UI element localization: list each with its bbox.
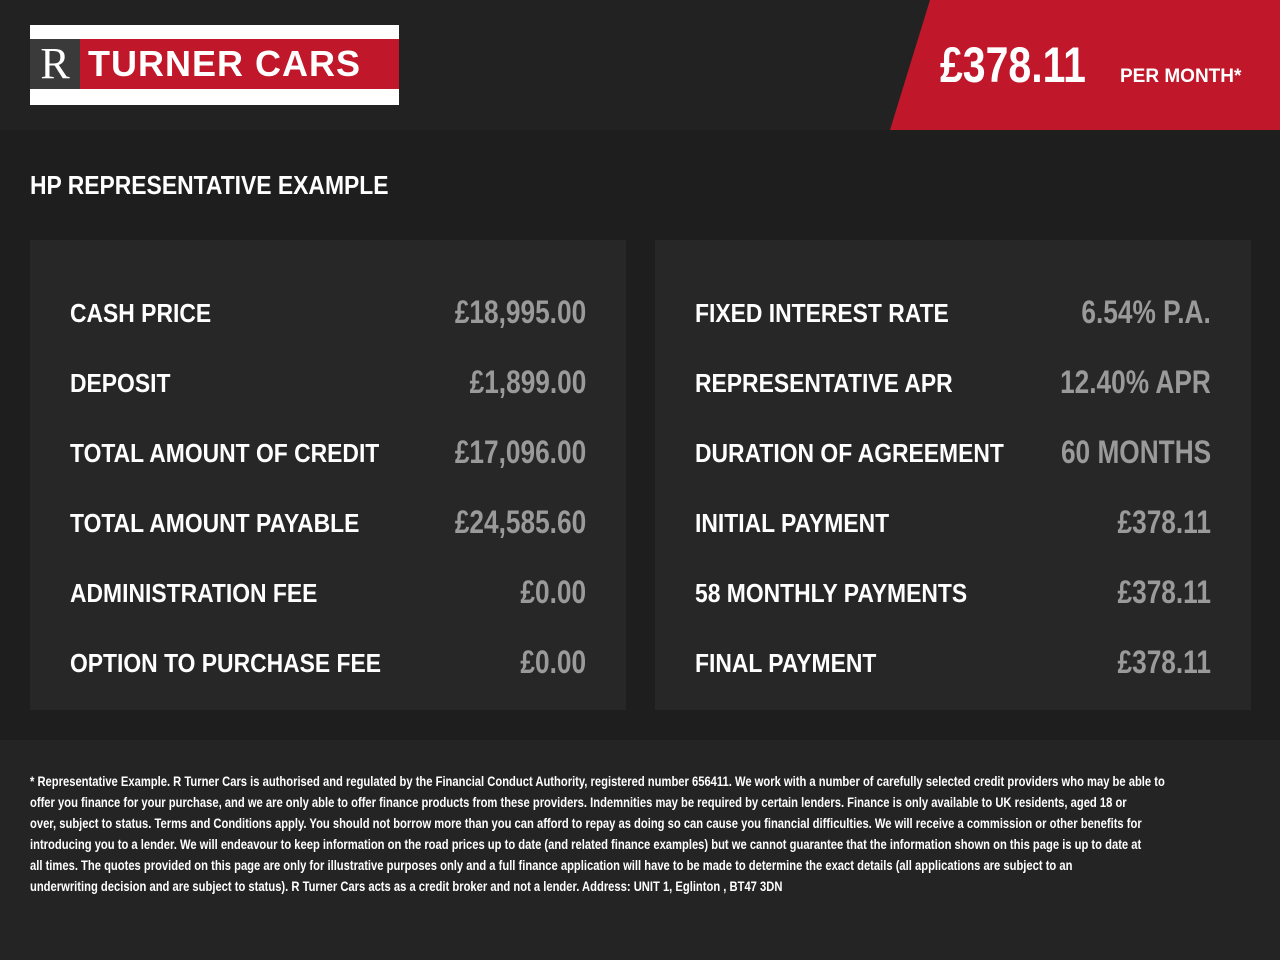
finance-value: £378.11 [1117,504,1211,540]
finance-label: TOTAL AMOUNT OF CREDIT [70,438,380,468]
finance-value: 60 MONTHS [1060,434,1211,470]
finance-label: ADMINISTRATION FEE [70,578,318,608]
finance-label: FIXED INTEREST RATE [695,298,949,328]
finance-row: TOTAL AMOUNT OF CREDIT £17,096.00 [70,430,586,470]
finance-row: ADMINISTRATION FEE £0.00 [70,570,586,610]
finance-label: TOTAL AMOUNT PAYABLE [70,508,360,538]
finance-row: CASH PRICE £18,995.00 [70,290,586,330]
finance-row: FIXED INTEREST RATE 6.54% P.A. [695,290,1211,330]
finance-row: DURATION OF AGREEMENT 60 MONTHS [695,430,1211,470]
disclaimer-line: introducing you to a lender. We will end… [30,836,1142,852]
disclaimer-line: all times. The quotes provided on this p… [30,857,1073,873]
finance-label: OPTION TO PURCHASE FEE [70,648,382,678]
logo-r: R [30,39,80,89]
finance-label: INITIAL PAYMENT [695,508,890,538]
disclaimer-line: * Representative Example. R Turner Cars … [30,773,1165,789]
per-month-label: PER MONTH* [1120,66,1242,87]
header: R TURNER CARS £378.11 PER MONTH* [0,0,1280,130]
finance-row: REPRESENTATIVE APR 12.40% APR [695,360,1211,400]
disclaimer-footer: * Representative Example. R Turner Cars … [0,740,1280,960]
finance-value: £18,995.00 [454,294,586,330]
finance-row: TOTAL AMOUNT PAYABLE £24,585.60 [70,500,586,540]
finance-label: REPRESENTATIVE APR [695,368,953,398]
finance-label: DURATION OF AGREEMENT [695,438,1004,468]
logo[interactable]: R TURNER CARS [30,25,399,105]
finance-value: £1,899.00 [469,364,586,400]
finance-row: FINAL PAYMENT £378.11 [695,640,1211,680]
finance-row: 58 MONTHLY PAYMENTS £378.11 [695,570,1211,610]
finance-value: £0.00 [520,644,586,680]
finance-value: £17,096.00 [454,434,586,470]
finance-label: 58 MONTHLY PAYMENTS [695,578,968,608]
section-title: HP REPRESENTATIVE EXAMPLE [30,170,389,200]
finance-value: £378.11 [1117,644,1211,680]
finance-panel-left: CASH PRICE £18,995.00 DEPOSIT £1,899.00 TOTA… [30,240,626,710]
finance-row: DEPOSIT £1,899.00 [70,360,586,400]
disclaimer-line: over, subject to status. Terms and Condi… [30,815,1142,831]
finance-label: FINAL PAYMENT [695,648,877,678]
finance-row: INITIAL PAYMENT £378.11 [695,500,1211,540]
finance-value: £378.11 [1117,574,1211,610]
disclaimer-text: * Representative Example. R Turner Cars … [30,771,1280,897]
finance-label: CASH PRICE [70,298,212,328]
finance-value: 12.40% APR [1060,364,1211,400]
disclaimer-line: offer you finance for your purchase, and… [30,794,1127,810]
logo-name: TURNER CARS [80,39,399,89]
finance-label: DEPOSIT [70,368,171,398]
finance-value: £24,585.60 [454,504,586,540]
monthly-price: £378.11 [940,37,1086,93]
finance-row: OPTION TO PURCHASE FEE £0.00 [70,640,586,680]
finance-panel-right: FIXED INTEREST RATE 6.54% P.A. REPRESENTAT… [655,240,1251,710]
finance-value: 6.54% P.A. [1081,294,1211,330]
finance-value: £0.00 [520,574,586,610]
disclaimer-line: underwriting decision and are subject to… [30,878,783,894]
monthly-price-banner: £378.11 PER MONTH* [890,0,1280,130]
